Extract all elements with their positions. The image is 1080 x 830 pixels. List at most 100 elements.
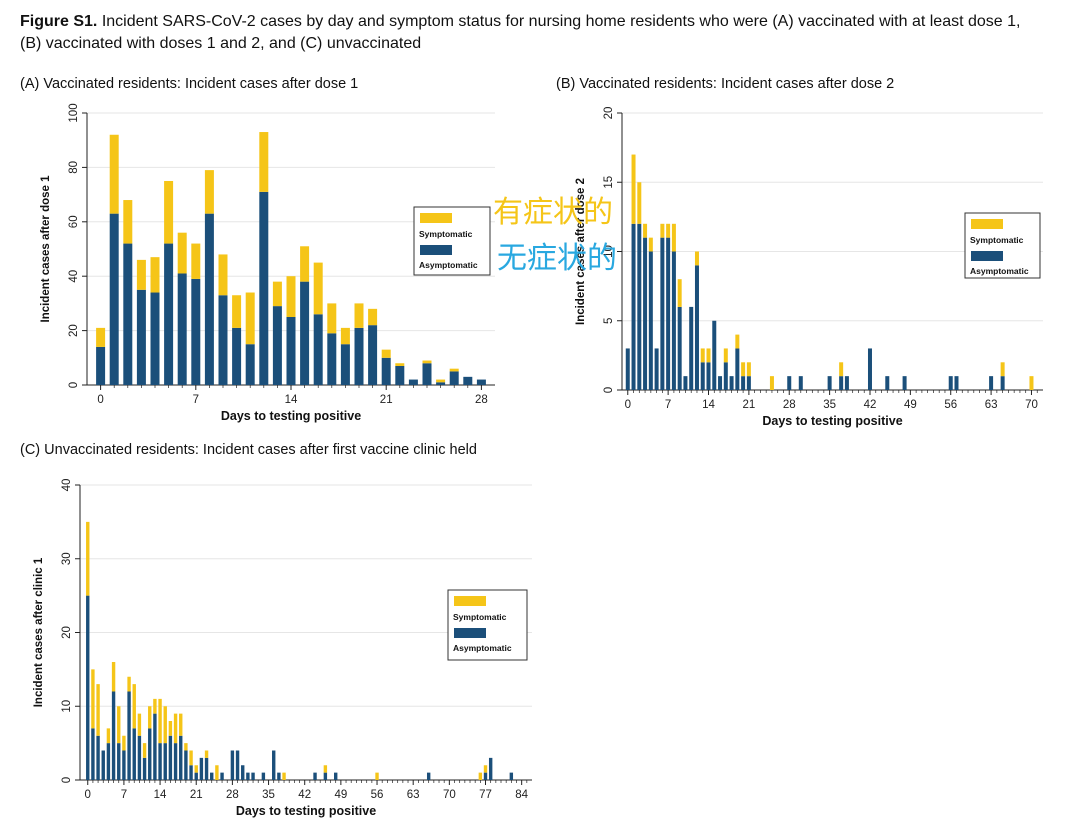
bar-asymptomatic [643,237,648,390]
bar-asymptomatic [286,317,296,385]
y-tick-label: 5 [603,318,615,324]
bar-asymptomatic [334,772,338,780]
bar-asymptomatic [122,750,126,780]
bar-asymptomatic [142,757,147,780]
bar-asymptomatic [259,191,269,385]
bar-symptomatic [368,308,378,326]
bar-symptomatic [96,684,100,736]
bar-symptomatic [660,223,665,238]
bar-symptomatic [483,765,488,773]
legend-label-symptomatic: Symptomatic [970,235,1024,245]
bar-asymptomatic [746,376,751,390]
legend-swatch-asymptomatic [971,251,1003,261]
bar-symptomatic [839,362,844,377]
bar-symptomatic [215,765,219,780]
x-tick-label: 49 [334,789,347,801]
bar-asymptomatic [718,376,723,390]
bar-asymptomatic [637,223,642,390]
bar-asymptomatic [844,376,849,390]
legend-swatch-symptomatic [454,596,486,606]
bar-asymptomatic [194,772,198,780]
bar-asymptomatic [204,213,214,385]
x-tick-label: 28 [226,789,239,801]
bar-symptomatic [282,772,286,780]
bar-symptomatic [694,251,699,266]
y-tick-label: 20 [61,626,73,639]
bar-asymptomatic [168,735,173,780]
x-tick-label: 7 [121,789,127,801]
bar-symptomatic [643,223,648,238]
bar-asymptomatic [395,365,405,385]
y-axis-title: Incident cases after clinic 1 [33,557,45,707]
bar-symptomatic [194,765,198,773]
legend-swatch-asymptomatic [454,628,486,638]
bar-asymptomatic [218,295,228,385]
bar-symptomatic [142,743,147,758]
bar-symptomatic [700,348,705,363]
bar-asymptomatic [153,713,157,780]
bar-asymptomatic [91,728,95,780]
y-tick-label: 15 [603,176,615,189]
bar-symptomatic [158,698,162,744]
bar-asymptomatic [96,735,100,780]
bar-symptomatic [184,743,188,751]
x-tick-label: 21 [742,399,755,411]
bar-symptomatic [204,750,209,758]
bar-symptomatic [96,327,106,347]
bar-symptomatic [168,721,173,736]
bar-asymptomatic [184,750,188,780]
bar-symptomatic [122,735,126,751]
bar-asymptomatic [488,757,493,780]
legend-label-symptomatic: Symptomatic [453,612,507,622]
x-tick-label: 7 [665,399,671,411]
bar-asymptomatic [436,382,446,385]
bar-symptomatic [1029,376,1034,390]
bar-asymptomatic [625,348,630,390]
bar-symptomatic [117,706,121,744]
x-axis-title: Days to testing positive [236,804,376,818]
bar-asymptomatic [173,743,178,780]
bar-asymptomatic [989,376,994,390]
bar-asymptomatic [106,743,111,780]
legend-label-asymptomatic: Asymptomatic [419,260,478,270]
bar-asymptomatic [631,223,636,390]
bar-asymptomatic [245,344,255,385]
bar-asymptomatic [261,772,266,780]
legend-label-symptomatic: Symptomatic [419,229,473,239]
bar-asymptomatic [798,376,803,390]
x-tick-label: 28 [475,394,488,406]
y-tick-label: 0 [68,382,80,388]
bar-asymptomatic [204,757,209,780]
panel-c-chart: 0 10 20 30 40 0 7 14 21 28 35 42 49 56 63 70 77 84 Days to… [33,479,532,818]
bar-symptomatic [179,713,183,736]
annotation-symptomatic: 有症状的 [493,195,613,230]
bar-symptomatic [449,368,459,372]
bar-asymptomatic [132,728,136,780]
bar-asymptomatic [230,750,235,780]
bar-symptomatic [127,676,131,692]
x-tick-label: 28 [783,399,796,411]
bar-symptomatic [395,363,405,366]
bar-symptomatic [478,772,483,780]
bar-asymptomatic [867,348,872,390]
x-tick-label: 14 [702,399,715,411]
bar-symptomatic [648,237,653,252]
bar-asymptomatic [729,376,734,390]
y-tick-label: 100 [68,103,80,122]
x-tick-label: 49 [904,399,917,411]
bar-symptomatic [1000,362,1005,377]
bar-asymptomatic [368,325,378,385]
bar-asymptomatic [509,772,514,780]
x-tick-label: 14 [285,394,298,406]
bar-symptomatic [677,279,682,307]
x-tick-label: 77 [479,789,492,801]
bar-symptomatic [735,334,740,349]
bar-asymptomatic [189,765,193,780]
bar-asymptomatic [712,320,717,390]
x-tick-label: 21 [380,394,393,406]
bar-asymptomatic [164,243,174,385]
bar-asymptomatic [246,772,250,780]
x-tick-label: 35 [823,399,836,411]
panel-a-title: (A) Vaccinated residents: Incident cases… [20,76,359,92]
bar-asymptomatic [654,348,659,390]
